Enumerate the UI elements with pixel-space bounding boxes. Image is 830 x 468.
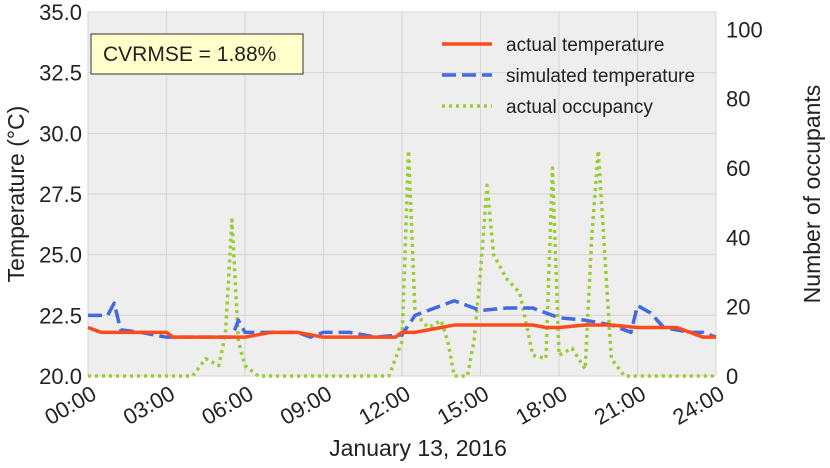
actual-temperature-line	[87, 323, 716, 339]
legend-label: actual occupancy	[506, 97, 653, 118]
x-tick-label: 12:00	[354, 381, 414, 430]
x-tick-label: 03:00	[119, 381, 179, 430]
y-tick-label: 25.0	[39, 243, 82, 268]
x-tick-label: 18:00	[511, 381, 571, 430]
annotation-box: CVRMSE = 1.88%	[90, 33, 304, 75]
y2-tick-label: 40	[726, 225, 750, 250]
x-tick-label: 24:00	[668, 381, 728, 430]
y-tick-label: 30.0	[39, 121, 82, 146]
y2-tick-label: 80	[726, 87, 750, 112]
x-axis-label: January 13, 2016	[329, 435, 507, 461]
y-tick-label: 22.5	[39, 303, 82, 328]
series-lines	[87, 148, 717, 378]
x-tick-label: 06:00	[197, 381, 257, 430]
x-tick-label: 09:00	[276, 381, 336, 430]
y2-tick-label: 20	[726, 295, 750, 320]
y-tick-label: 32.5	[39, 61, 82, 86]
x-tick-label: 15:00	[433, 381, 493, 430]
y-axis-label: Temperature (°C)	[3, 106, 29, 283]
legend: actual temperature simulated temperature a…	[442, 35, 695, 118]
legend-label: actual temperature	[506, 35, 664, 56]
legend-label: simulated temperature	[506, 66, 695, 87]
y2-tick-label: 60	[726, 156, 750, 181]
x-tick-label: 21:00	[590, 381, 650, 430]
y-tick-label: 27.5	[39, 182, 82, 207]
y-tick-label: 35.0	[39, 0, 82, 25]
y2-axis-label: Number of occupants	[799, 85, 825, 304]
y-tick-label: 20.0	[39, 364, 82, 389]
y2-tick-label: 100	[726, 17, 763, 42]
cvrmse-annotation: CVRMSE = 1.88%	[103, 43, 276, 66]
y2-tick-label: 0	[726, 364, 738, 389]
